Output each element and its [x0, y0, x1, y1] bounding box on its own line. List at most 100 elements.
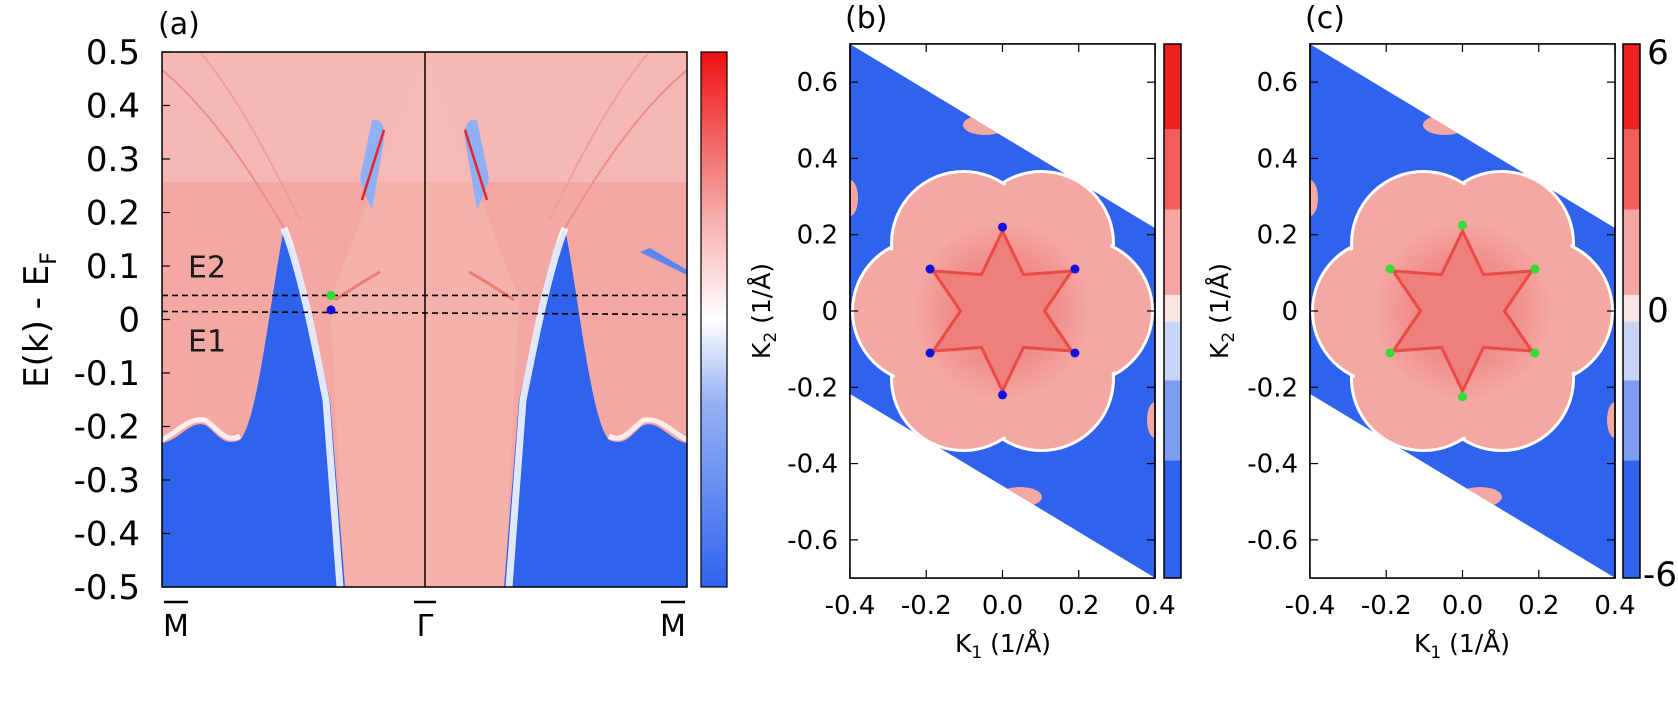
- panel-c-ylabel: K2 (1/Å): [1205, 263, 1239, 359]
- central-wedge-left: [330, 52, 425, 587]
- band-line: [564, 69, 687, 229]
- energy-cut-label: E2: [188, 250, 226, 285]
- ytick-label: 0.4: [86, 87, 140, 127]
- colorbar-band: [1164, 44, 1181, 130]
- ytick-label: -0.6: [787, 526, 838, 556]
- colorbar-band: [1164, 209, 1181, 295]
- ytick-label: 0.2: [86, 194, 140, 234]
- panel-c-dynamic: -0.4 -0.2 0.0 0.2 0.4 0.6 0.4 0.2 0 -0.2 -0.4 -0.6: [1247, 43, 1636, 621]
- colorbar-band: [1623, 380, 1640, 461]
- bz-outside: [1310, 394, 1615, 578]
- xtick-label: -0.4: [1285, 591, 1336, 621]
- panel-b-dynamic: -0.4 -0.2 0.0 0.2 0.4 0.6 0.4 0.2 0 -0.2 -0.4 -0.6: [787, 43, 1176, 621]
- panel-a: (a): [17, 7, 728, 644]
- colorbar-band: [1623, 460, 1640, 578]
- ytick-label: -0.2: [1247, 373, 1298, 403]
- central-wedge-right: [425, 52, 519, 587]
- panel-a-colorbar: [700, 51, 728, 588]
- band-line: [548, 52, 650, 221]
- colorbar-band: [1164, 380, 1181, 461]
- right-white-edge: [505, 226, 569, 587]
- weyl-point: [1530, 264, 1540, 274]
- crossing-point: [326, 305, 336, 315]
- weyl-point: [1070, 264, 1080, 274]
- ytick-label: -0.5: [74, 568, 140, 608]
- weyl-point: [1385, 348, 1395, 358]
- xtick-m-left: M: [163, 609, 189, 644]
- weyl-point: [1530, 348, 1540, 358]
- corner-pocket: [1147, 402, 1155, 438]
- panel-b-label: (b): [845, 1, 887, 36]
- colorbar-mid-label: 0: [1647, 291, 1669, 331]
- colorbar-band: [1623, 294, 1640, 322]
- weyl-point: [1385, 264, 1395, 274]
- ytick-label: -0.6: [1247, 526, 1298, 556]
- red-band: [463, 129, 489, 201]
- ytick-label: 0.6: [797, 68, 838, 98]
- colorbar-band: [1623, 209, 1640, 295]
- xtick-label: 0.2: [1058, 591, 1099, 621]
- left-white-edge: [280, 226, 344, 587]
- xtick-label: -0.2: [1361, 591, 1412, 621]
- ytick-label: 0.4: [797, 144, 838, 174]
- panel-c-colorbar: [1622, 43, 1641, 579]
- red-streak: [468, 270, 515, 302]
- weyl-point: [1458, 392, 1467, 402]
- left-wavy-edge: [162, 417, 242, 443]
- ytick-label: 0.6: [1257, 68, 1298, 98]
- weyl-point: [925, 264, 935, 274]
- xtick-label: 0.0: [1442, 591, 1483, 621]
- colorbar-band: [1164, 321, 1181, 381]
- ytick-label: 0: [118, 301, 140, 341]
- ytick-label: -0.4: [787, 450, 838, 480]
- right-blue-bulk: [504, 228, 687, 587]
- ytick-label: 0: [821, 297, 838, 327]
- panel-b-xlabel: K1 (1/Å): [955, 629, 1051, 663]
- xtick-label: 0.0: [982, 591, 1023, 621]
- panel-b-ylabel: K2 (1/Å): [747, 263, 781, 359]
- ytick-label: -0.1: [74, 354, 140, 394]
- corner-pocket: [1310, 180, 1318, 216]
- bz-outside: [850, 394, 1155, 578]
- colorbar-band: [1623, 129, 1640, 210]
- crossing-point: [326, 290, 336, 300]
- corner-blue: [640, 248, 687, 275]
- corner-pocket: [1607, 402, 1615, 438]
- xtick-label: -0.4: [825, 591, 876, 621]
- colorbar-band: [1623, 321, 1640, 381]
- colorbar-band: [1164, 460, 1181, 578]
- panel-c: (c) E2 -0.4-0.20.00.20.40.60.40.20-0.2-0…: [1205, 1, 1677, 663]
- colorbar-min-label: -6: [1643, 555, 1677, 595]
- ytick-label: 0.1: [86, 247, 140, 287]
- panel-a-dynamic: 0.5 0.4 0.3 0.2 0.1 0 -0.1 -0.2 -0.3 -0.4 -0.5 E2 E1: [74, 33, 688, 608]
- weyl-point: [1070, 348, 1080, 358]
- ytick-label: 0.4: [1257, 144, 1298, 174]
- colorbar-band: [1164, 294, 1181, 322]
- ytick-label: 0.2: [1257, 221, 1298, 251]
- weyl-point: [998, 222, 1007, 232]
- panel-b: (b) E1 -0.4-0.20.00.20.40.60.40.20-0.2-0…: [747, 1, 1182, 663]
- colorbar-frame: [1622, 43, 1641, 579]
- colorbar-band: [1164, 129, 1181, 210]
- ytick-label: -0.3: [74, 461, 140, 501]
- flower-shape: [1311, 169, 1614, 453]
- energy-cut-e1: [161, 310, 688, 316]
- ytick-label: 0.5: [86, 33, 140, 73]
- panel-b-colorbar: [1163, 43, 1182, 579]
- panel-c-xlabel: K1 (1/Å): [1414, 629, 1510, 663]
- xtick-label: 0.4: [1594, 591, 1635, 621]
- left-blue-bulk: [162, 228, 345, 587]
- weyl-point: [998, 390, 1007, 400]
- red-band: [360, 129, 386, 201]
- bz-outside: [1310, 44, 1615, 228]
- weyl-point: [1458, 220, 1467, 230]
- band-line: [162, 69, 285, 229]
- colorbar-frame: [1163, 43, 1182, 579]
- colorbar-max-label: 6: [1647, 33, 1669, 73]
- ytick-label: 0.2: [797, 221, 838, 251]
- panel-a-label: (a): [158, 7, 200, 42]
- ytick-label: -0.2: [787, 373, 838, 403]
- red-streak: [334, 270, 381, 302]
- right-wavy-edge: [607, 417, 687, 443]
